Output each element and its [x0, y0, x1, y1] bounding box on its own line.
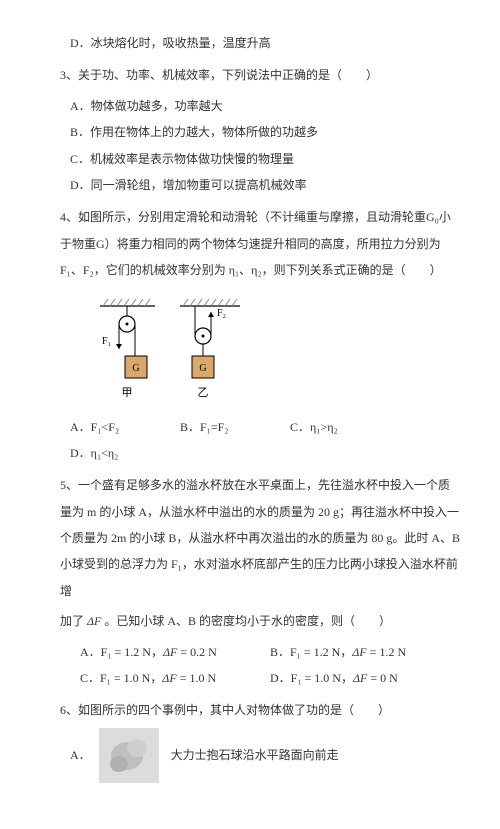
svg-text:F₁: F₁ — [102, 336, 111, 347]
q5-deltaF: ΔF — [87, 614, 101, 628]
q6-opt-a-text: 大力士抱石球沿水平路面向前走 — [171, 742, 339, 768]
svg-text:甲: 甲 — [122, 387, 133, 399]
q5-options-row1: A．F₁ = 1.2 N，ΔF = 0.2 N B．F₁ = 1.2 N，ΔF … — [80, 639, 460, 665]
q3-opt-b: B．作用在物体上的力越大，物体所做的功越多 — [70, 119, 460, 145]
stone-carrying-image — [99, 728, 159, 783]
svg-text:乙: 乙 — [198, 386, 209, 399]
q5-stem2-post: 。已知小球 A、B 的密度均小于水的密度，则（ ） — [104, 614, 391, 628]
q3-options: A．物体做功越多，功率越大 B．作用在物体上的力越大，物体所做的功越多 C．机械… — [60, 93, 460, 199]
q5-stem2: 加了 ΔF 。已知小球 A、B 的密度均小于水的密度，则（ ） — [60, 608, 460, 634]
q3-opt-c: C．机械效率是表示物体做功快慢的物理量 — [70, 146, 460, 172]
svg-text:G: G — [199, 363, 206, 374]
q4-opt-d: D．η₁<η₂ — [70, 440, 170, 466]
q5: 5、一个盛有足够多水的溢水杯放在水平桌面上，先往溢水杯中投入一个质量为 m 的小… — [60, 472, 460, 691]
q5-options-row2: C．F₁ = 1.0 N，ΔF = 1.0 N D．F₁ = 1.0 N，ΔF … — [80, 665, 460, 691]
q5-opt-b: B．F₁ = 1.2 N，ΔF = 1.2 N — [270, 639, 406, 665]
q3-opt-a: A．物体做功越多，功率越大 — [70, 93, 460, 119]
q6: 6、如图所示的四个事例中，其中人对物体做了功的是（ ） A． 大力士抱石球沿水平… — [60, 697, 460, 782]
q4-stem: 4、如图所示，分别用定滑轮和动滑轮（不计绳重与摩擦，且动滑轮重G₀小于物重G）将… — [60, 204, 460, 283]
q6-stem: 6、如图所示的四个事例中，其中人对物体做了功的是（ ） — [60, 697, 460, 723]
q4-options: A．F₁<F₂ B．F₁=F₂ C．η₁>η₂ D．η₁<η₂ — [70, 414, 460, 467]
svg-text:F₂: F₂ — [217, 308, 226, 319]
q2-opt-d-text: D．冰块熔化时，吸收热量，温度升高 — [70, 30, 460, 56]
q5-opt-c: C．F₁ = 1.0 N，ΔF = 1.0 N — [80, 665, 260, 691]
q5-opt-a: A．F₁ = 1.2 N，ΔF = 0.2 N — [80, 639, 260, 665]
q4-opt-c: C．η₁>η₂ — [290, 414, 390, 440]
q4: 4、如图所示，分别用定滑轮和动滑轮（不计绳重与摩擦，且动滑轮重G₀小于物重G）将… — [60, 204, 460, 466]
q4-opt-b: B．F₁=F₂ — [180, 414, 280, 440]
q6-opt-a-letter: A． — [70, 742, 91, 768]
q5-stem2-pre: 加了 — [60, 614, 87, 628]
q4-opt-a: A．F₁<F₂ — [70, 414, 170, 440]
q3-opt-d: D．同一滑轮组，增加物重可以提高机械效率 — [70, 172, 460, 198]
q4-diagram: G F₁ 甲 F₂ — [80, 294, 460, 404]
svg-text:G: G — [132, 363, 139, 374]
q2-option-d: D．冰块熔化时，吸收热量，温度升高 — [60, 30, 460, 56]
q3-stem: 3、关于功、功率、机械效率，下列说法中正确的是（ ） — [60, 62, 460, 88]
q5-stem1: 5、一个盛有足够多水的溢水杯放在水平桌面上，先往溢水杯中投入一个质量为 m 的小… — [60, 472, 460, 604]
q3: 3、关于功、功率、机械效率，下列说法中正确的是（ ） A．物体做功越多，功率越大… — [60, 62, 460, 198]
q6-opt-a: A． 大力士抱石球沿水平路面向前走 — [70, 728, 460, 783]
q5-opt-d: D．F₁ = 1.0 N，ΔF = 0 N — [270, 665, 398, 691]
